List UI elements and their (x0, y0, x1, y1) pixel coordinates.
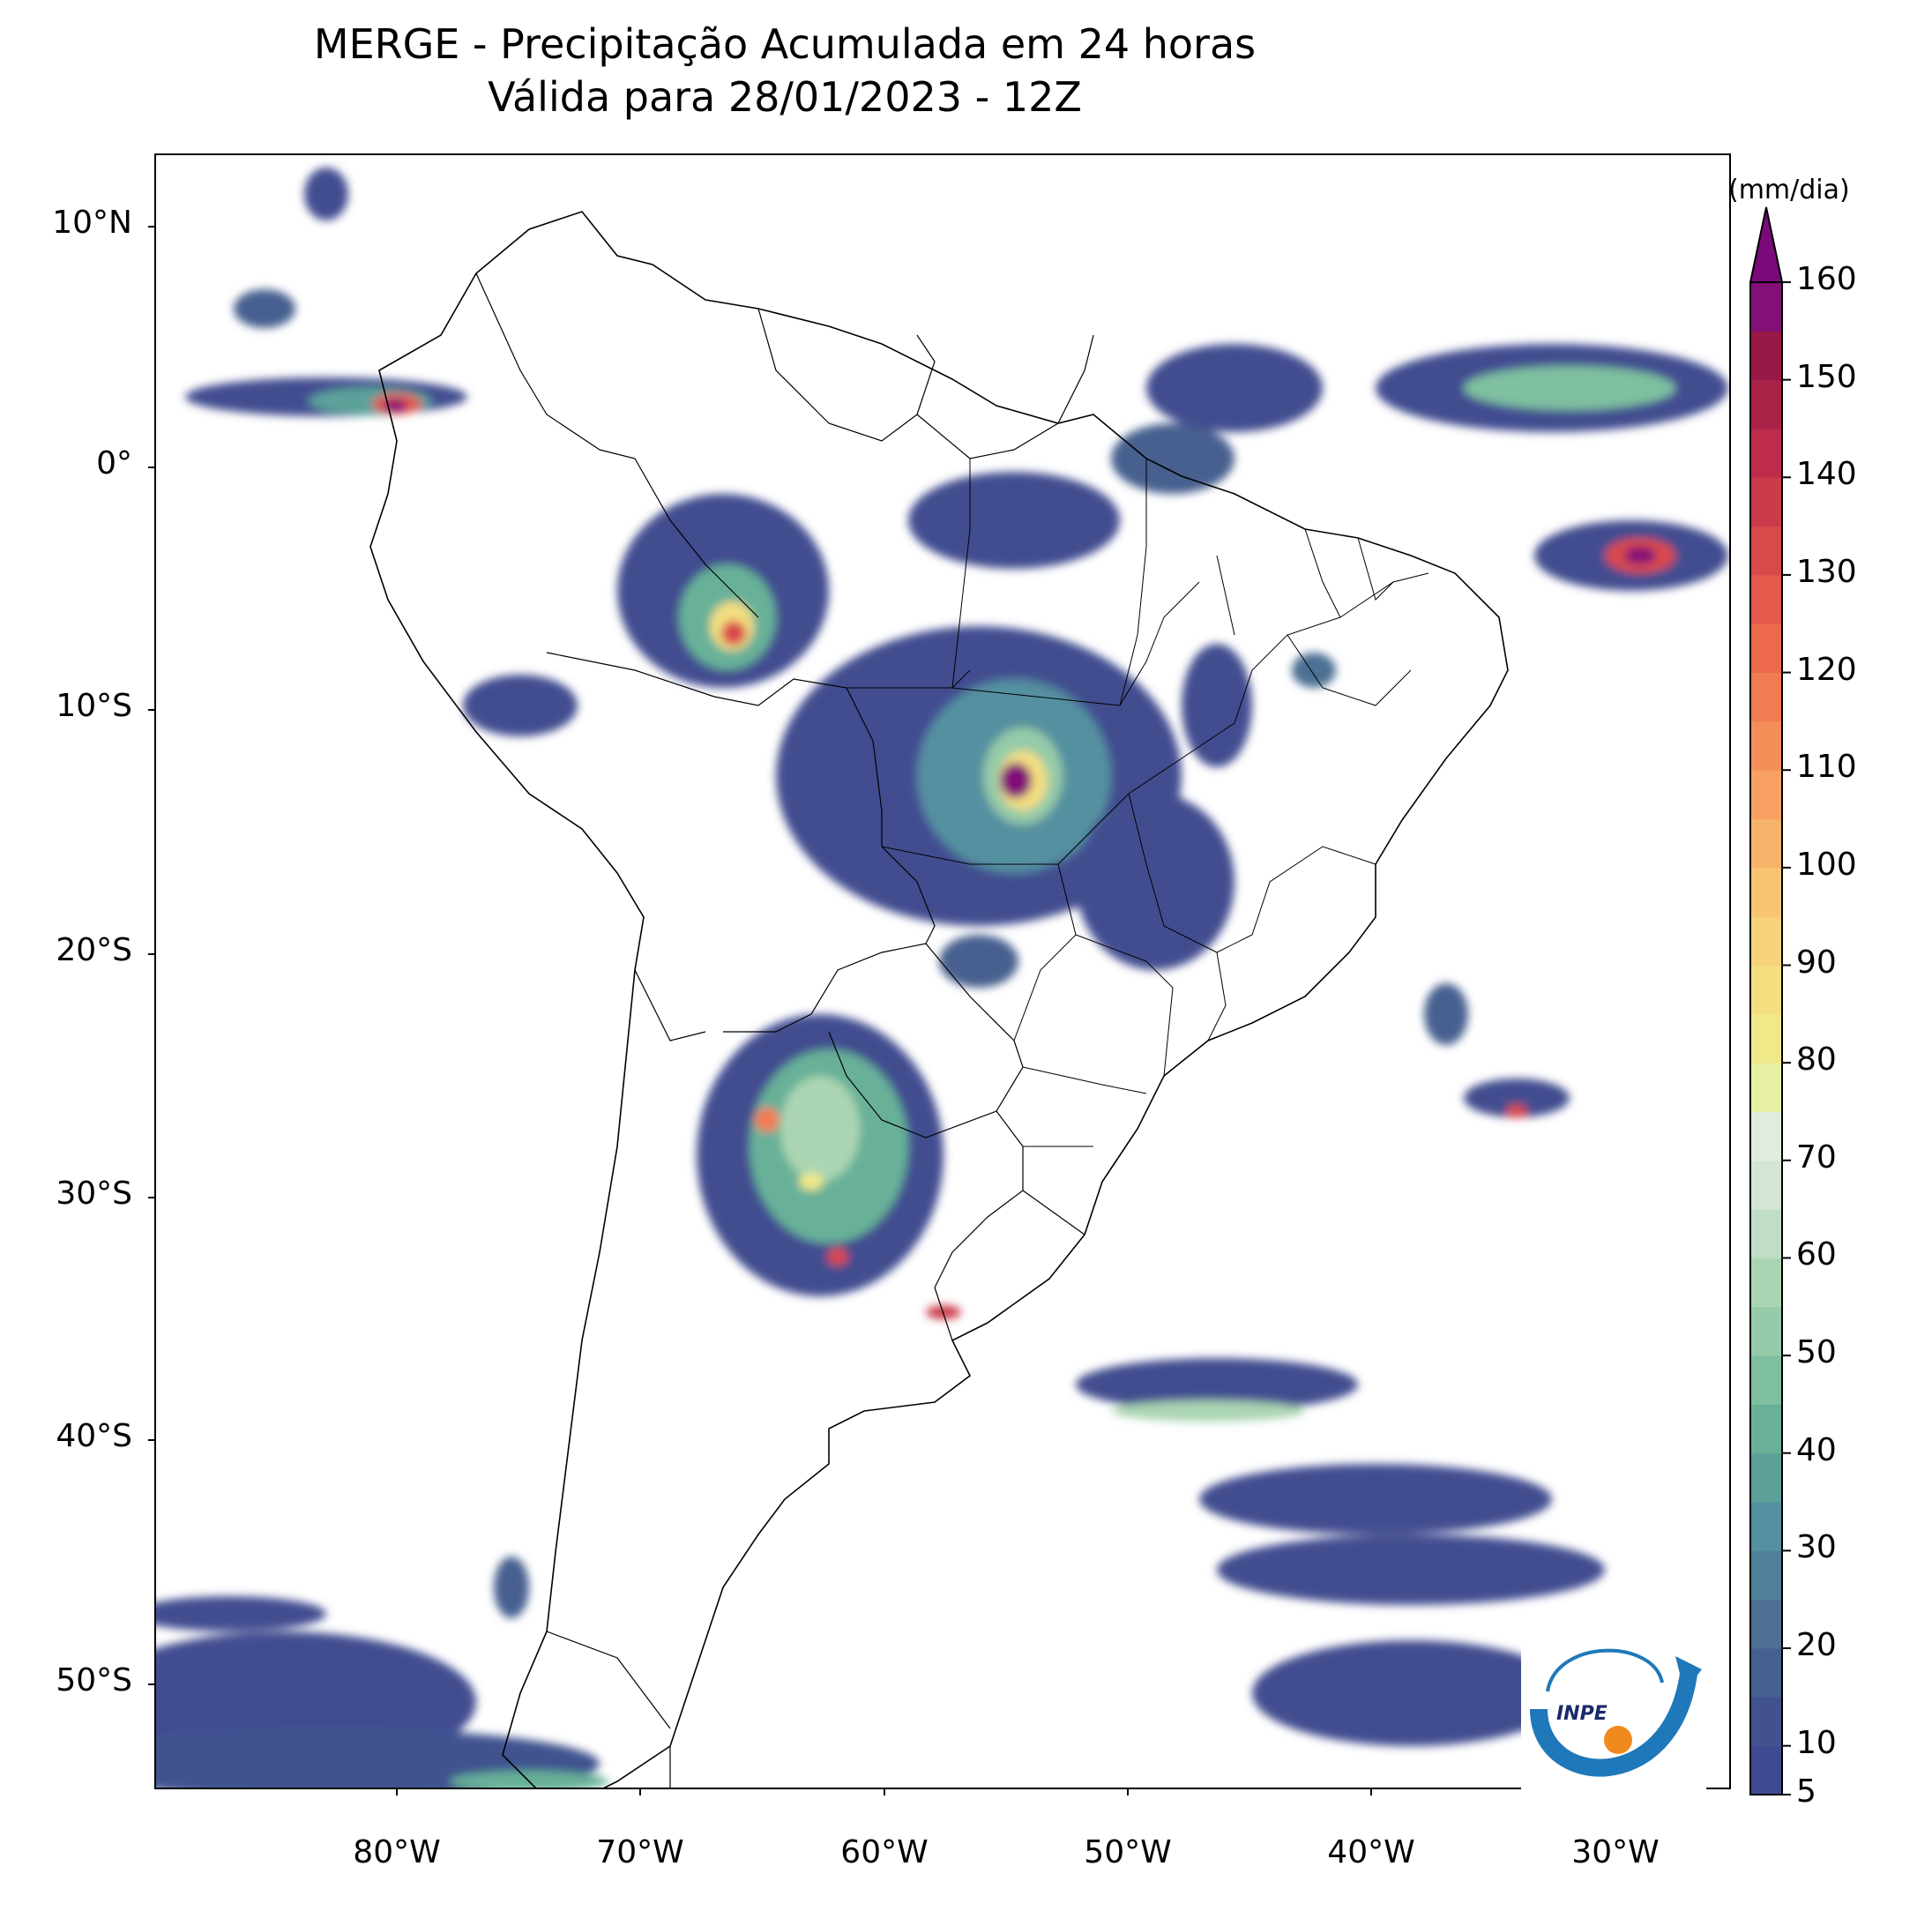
colorbar-band (1750, 965, 1782, 1015)
colorbar-tick-label: 30 (1796, 1529, 1837, 1566)
colorbar-tick-label: 80 (1796, 1041, 1837, 1079)
colorbar-band (1750, 916, 1782, 967)
colorbar-band (1750, 1160, 1782, 1210)
map-frame (154, 153, 1731, 1789)
country-borders (475, 272, 1094, 1788)
colorbar-frame (1749, 281, 1783, 1795)
logo-sun-icon (1604, 1726, 1632, 1754)
lat-tick-label: 0° (96, 445, 132, 481)
state-borders (847, 459, 1429, 1147)
colorbar-band (1750, 1452, 1782, 1503)
colorbar-band (1750, 1111, 1782, 1161)
precipitation-field (155, 168, 1728, 1788)
colorbar-band (1750, 1013, 1782, 1064)
colorbar-tick-label: 60 (1796, 1236, 1837, 1273)
colorbar-tick-label: 130 (1796, 553, 1857, 590)
colorbar-band (1750, 1209, 1782, 1258)
colorbar-band (1750, 1355, 1782, 1405)
lat-tick-label: 50°S (56, 1662, 132, 1698)
lon-tick-label: 40°W (1327, 1834, 1415, 1870)
colorbar-band (1750, 526, 1782, 576)
map-title: MERGE - Precipitação Acumulada em 24 hor… (313, 20, 1257, 68)
colorbar-band (1750, 1550, 1782, 1601)
lat-tick-label: 10°S (56, 688, 132, 724)
colorbar-tick-label: 20 (1796, 1627, 1837, 1664)
colorbar-unit: (mm/dia) (1728, 175, 1850, 205)
colorbar-band (1750, 331, 1782, 381)
colorbar-band (1750, 1502, 1782, 1551)
lon-tick-label: 50°W (1084, 1834, 1172, 1870)
colorbar-band (1750, 720, 1782, 771)
colorbar-band (1750, 818, 1782, 869)
colorbar-tick-label: 150 (1796, 358, 1857, 395)
lat-tick-label: 30°S (56, 1176, 132, 1212)
lon-tick-label: 30°W (1571, 1834, 1660, 1870)
colorbar-band (1750, 770, 1782, 820)
colorbar-band (1750, 379, 1782, 429)
colorbar-tick-label: 50 (1796, 1334, 1837, 1371)
lon-tick-label: 60°W (840, 1834, 929, 1870)
colorbar-tick-label: 110 (1796, 749, 1857, 786)
colorbar-band (1750, 1258, 1782, 1308)
logo-text: INPE (1556, 1703, 1608, 1725)
inpe-logo: INPE (1521, 1621, 1706, 1806)
colorbar-band (1750, 1648, 1782, 1698)
axis-ticks (148, 226, 1616, 1795)
colorbar-tick-label: 100 (1796, 846, 1857, 883)
colorbar-tick-label: 70 (1796, 1138, 1837, 1176)
colorbar-tick-label: 140 (1796, 456, 1857, 493)
colorbar-band (1750, 282, 1782, 332)
colorbar-band (1750, 477, 1782, 527)
colorbar-tick-label: 10 (1796, 1724, 1837, 1761)
coastline (369, 211, 1509, 1788)
colorbar-band (1750, 672, 1782, 722)
lon-tick-label: 70°W (596, 1834, 684, 1870)
lat-tick-label: 40°S (56, 1418, 132, 1454)
colorbar-band (1750, 867, 1782, 917)
colorbar-band (1750, 1404, 1782, 1454)
colorbar-band (1750, 1063, 1782, 1112)
colorbar-tick-label: 120 (1796, 651, 1857, 688)
lat-tick-label: 20°S (56, 932, 132, 968)
map-subtitle: Válida para 28/01/2023 - 12Z (488, 73, 1082, 121)
colorbar-band (1750, 623, 1782, 674)
lon-tick-label: 80°W (353, 1834, 441, 1870)
colorbar-band (1750, 428, 1782, 478)
colorbar-tick-label: 5 (1796, 1773, 1816, 1810)
colorbar-tick-label: 40 (1796, 1431, 1837, 1468)
colorbar-tick-label: 90 (1796, 944, 1837, 981)
colorbar-band (1750, 1745, 1782, 1795)
colorbar-band (1750, 1599, 1782, 1649)
colorbar-band (1750, 1306, 1782, 1356)
colorbar-extend-arrow (1749, 206, 1784, 283)
colorbar-band (1750, 574, 1782, 624)
lat-tick-label: 10°N (52, 205, 132, 241)
colorbar-band (1750, 1697, 1782, 1747)
colorbar-tick-label: 160 (1796, 261, 1857, 297)
